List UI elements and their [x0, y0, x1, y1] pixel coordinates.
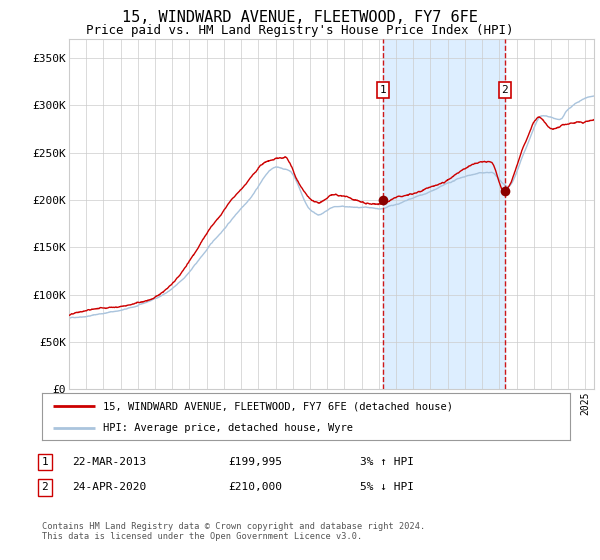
Text: 3% ↑ HPI: 3% ↑ HPI — [360, 457, 414, 467]
Text: 2: 2 — [41, 482, 49, 492]
Text: 15, WINDWARD AVENUE, FLEETWOOD, FY7 6FE: 15, WINDWARD AVENUE, FLEETWOOD, FY7 6FE — [122, 10, 478, 25]
Text: 1: 1 — [379, 85, 386, 95]
Text: 15, WINDWARD AVENUE, FLEETWOOD, FY7 6FE (detached house): 15, WINDWARD AVENUE, FLEETWOOD, FY7 6FE … — [103, 401, 453, 411]
Text: £199,995: £199,995 — [228, 457, 282, 467]
Text: 22-MAR-2013: 22-MAR-2013 — [72, 457, 146, 467]
Text: 24-APR-2020: 24-APR-2020 — [72, 482, 146, 492]
Text: 2: 2 — [502, 85, 508, 95]
Bar — [383, 39, 505, 389]
Text: HPI: Average price, detached house, Wyre: HPI: Average price, detached house, Wyre — [103, 423, 353, 433]
Text: £210,000: £210,000 — [228, 482, 282, 492]
Text: Price paid vs. HM Land Registry's House Price Index (HPI): Price paid vs. HM Land Registry's House … — [86, 24, 514, 36]
Text: Contains HM Land Registry data © Crown copyright and database right 2024.
This d: Contains HM Land Registry data © Crown c… — [42, 522, 425, 542]
Text: 1: 1 — [41, 457, 49, 467]
Text: 5% ↓ HPI: 5% ↓ HPI — [360, 482, 414, 492]
